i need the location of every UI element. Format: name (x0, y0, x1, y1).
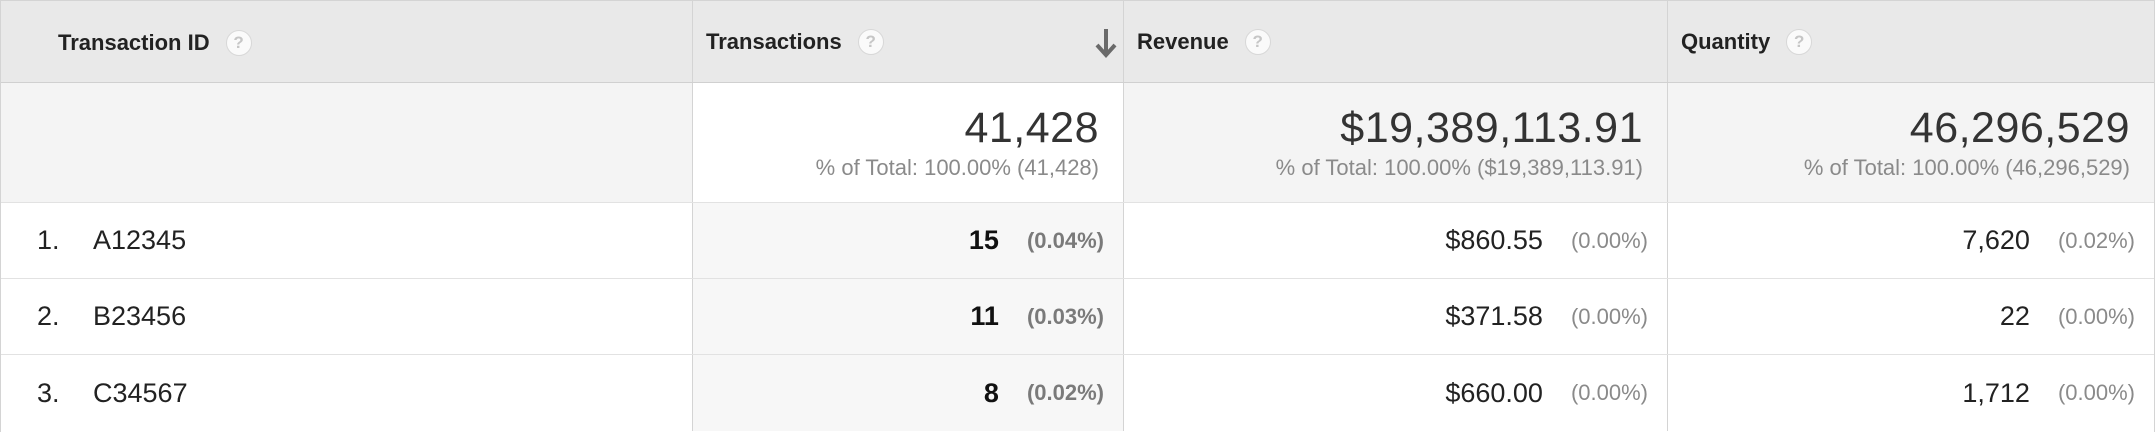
cell-percent: (0.00%) (1570, 303, 1648, 329)
transaction-id-link[interactable]: A12345 (93, 225, 187, 255)
column-header-transaction-id[interactable]: Transaction ID ? (1, 1, 693, 82)
total-percent: % of Total: 100.00% (46,296,529) (1803, 155, 2130, 180)
column-header-transactions[interactable]: Transactions ? (693, 1, 1124, 82)
totals-row: 41,428 % of Total: 100.00% (41,428) $19,… (1, 83, 2154, 203)
cell-percent: (0.02%) (1026, 380, 1104, 405)
cell-percent: (0.00%) (2057, 303, 2135, 329)
table-row: 3. C34567 8 (0.02%) $660.00 (0.00%) 1,71… (1, 355, 2154, 431)
cell-value: 8 (983, 377, 999, 408)
help-icon[interactable]: ? (225, 30, 252, 56)
transaction-id-link[interactable]: B23456 (93, 301, 187, 331)
cell-percent: (0.03%) (1026, 303, 1104, 329)
table-header: Transaction ID ? Transactions ? Revenue … (1, 1, 2154, 83)
quantity-cell: 7,620 (0.02%) (1668, 203, 2154, 278)
column-header-revenue[interactable]: Revenue ? (1124, 1, 1668, 82)
cell-value: $660.00 (1445, 377, 1543, 408)
column-header-label: Transaction ID (58, 30, 210, 55)
transaction-id-cell: 3. C34567 (1, 355, 693, 431)
total-transactions: 41,428 % of Total: 100.00% (41,428) (693, 83, 1124, 202)
cell-percent: (0.00%) (2057, 380, 2135, 405)
transaction-id-cell: 1. A12345 (1, 203, 693, 278)
total-percent: % of Total: 100.00% ($19,389,113.91) (1275, 155, 1643, 180)
cell-value: 15 (968, 225, 999, 255)
total-percent: % of Total: 100.00% (41,428) (815, 155, 1099, 180)
transaction-id-link[interactable]: C34567 (93, 377, 188, 408)
quantity-cell: 22 (0.00%) (1668, 279, 2154, 354)
help-icon[interactable]: ? (857, 28, 884, 55)
row-rank: 3. (37, 377, 60, 408)
arrow-down-icon[interactable] (1095, 27, 1117, 59)
revenue-cell: $371.58 (0.00%) (1124, 279, 1668, 354)
cell-value: $371.58 (1445, 301, 1543, 331)
transactions-cell: 11 (0.03%) (693, 279, 1124, 354)
cell-value: 22 (1999, 301, 2030, 331)
transactions-cell: 8 (0.02%) (693, 355, 1124, 431)
total-value: 46,296,529 (1909, 104, 2130, 152)
column-header-label: Quantity (1681, 28, 1771, 54)
cell-percent: (0.00%) (1570, 380, 1648, 405)
revenue-cell: $860.55 (0.00%) (1124, 203, 1668, 278)
table-row: 1. A12345 15 (0.04%) $860.55 (0.00%) 7,6… (1, 203, 2154, 279)
row-rank: 1. (37, 225, 60, 255)
total-quantity: 46,296,529 % of Total: 100.00% (46,296,5… (1668, 83, 2154, 202)
cell-value: 11 (970, 301, 999, 331)
transactions-cell: 15 (0.04%) (693, 203, 1124, 278)
cell-percent: (0.04%) (1026, 227, 1104, 253)
total-revenue: $19,389,113.91 % of Total: 100.00% ($19,… (1124, 83, 1668, 202)
column-header-label: Transactions (706, 28, 842, 54)
revenue-cell: $660.00 (0.00%) (1124, 355, 1668, 431)
total-value: $19,389,113.91 (1340, 104, 1643, 152)
help-icon[interactable]: ? (1244, 28, 1271, 55)
column-header-label: Revenue (1137, 28, 1229, 54)
total-value: 41,428 (964, 104, 1099, 152)
column-header-quantity[interactable]: Quantity ? (1668, 1, 2154, 82)
quantity-cell: 1,712 (0.00%) (1668, 355, 2154, 431)
cell-percent: (0.00%) (1570, 227, 1648, 253)
cell-value: 1,712 (1962, 377, 2030, 408)
cell-value: 7,620 (1962, 225, 2030, 255)
table-row: 2. B23456 11 (0.03%) $371.58 (0.00%) 22 … (1, 279, 2154, 355)
totals-spacer (1, 83, 693, 202)
cell-value: $860.55 (1445, 225, 1543, 255)
help-icon[interactable]: ? (1786, 28, 1813, 55)
cell-percent: (0.02%) (2057, 227, 2135, 253)
transaction-id-cell: 2. B23456 (1, 279, 693, 354)
row-rank: 2. (37, 301, 60, 331)
